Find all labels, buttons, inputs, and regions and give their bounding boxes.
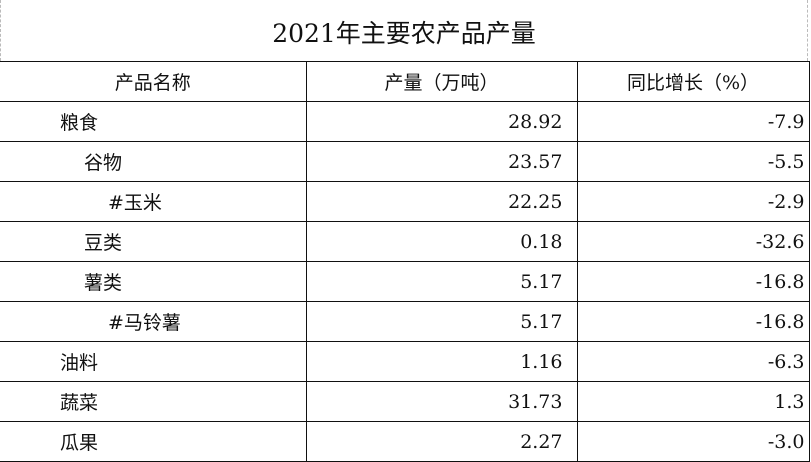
table-row: #玉米 22.25 -2.9 <box>0 181 810 222</box>
product-name: 瓜果 <box>0 421 307 462</box>
header-growth: 同比增长（%） <box>576 61 810 102</box>
table-row: 谷物 23.57 -5.5 <box>0 141 810 182</box>
header-output: 产量（万吨） <box>305 61 578 102</box>
header-product-name: 产品名称 <box>0 61 307 102</box>
output-value: 5.17 <box>305 261 578 302</box>
table-row: 豆类 0.18 -32.6 <box>0 221 810 262</box>
growth-value: -16.8 <box>576 301 810 342</box>
growth-value: -32.6 <box>576 221 810 262</box>
title-area: 2021年主要农产品产量 <box>0 0 808 61</box>
product-name: 薯类 <box>0 261 307 302</box>
output-value: 0.18 <box>305 221 578 262</box>
product-name: 粮食 <box>0 101 307 142</box>
output-value: 1.16 <box>305 341 578 382</box>
growth-value: 1.3 <box>576 381 810 422</box>
table-title: 2021年主要农产品产量 <box>272 19 536 48</box>
table-row: 瓜果 2.27 -3.0 <box>0 421 810 462</box>
table-row: 粮食 28.92 -7.9 <box>0 101 810 142</box>
growth-value: -3.0 <box>576 421 810 462</box>
output-value: 23.57 <box>305 141 578 182</box>
growth-value: -7.9 <box>576 101 810 142</box>
product-name: 蔬菜 <box>0 381 307 422</box>
output-value: 22.25 <box>305 181 578 222</box>
table-row: #马铃薯 5.17 -16.8 <box>0 301 810 342</box>
output-value: 28.92 <box>305 101 578 142</box>
growth-value: -5.5 <box>576 141 810 182</box>
table-row: 油料 1.16 -6.3 <box>0 341 810 382</box>
table-row: 薯类 5.17 -16.8 <box>0 261 810 302</box>
product-name: #玉米 <box>0 181 307 222</box>
growth-value: -2.9 <box>576 181 810 222</box>
production-table: 产品名称 产量（万吨） 同比增长（%） 粮食 28.92 -7.9 谷物 23.5… <box>0 61 810 462</box>
product-name: 油料 <box>0 341 307 382</box>
growth-value: -6.3 <box>576 341 810 382</box>
product-name: 豆类 <box>0 221 307 262</box>
header-row: 产品名称 产量（万吨） 同比增长（%） <box>0 61 810 102</box>
table-row: 蔬菜 31.73 1.3 <box>0 381 810 422</box>
output-value: 31.73 <box>305 381 578 422</box>
product-name: #马铃薯 <box>0 301 307 342</box>
output-value: 5.17 <box>305 301 578 342</box>
growth-value: -16.8 <box>576 261 810 302</box>
output-value: 2.27 <box>305 421 578 462</box>
product-name: 谷物 <box>0 141 307 182</box>
